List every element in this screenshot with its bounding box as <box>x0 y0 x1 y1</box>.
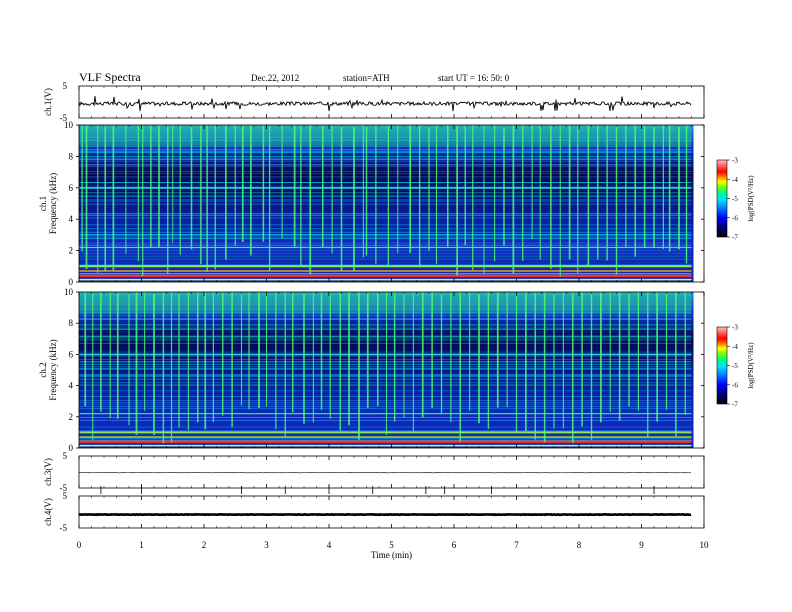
x-tick-label: 5 <box>389 540 394 550</box>
y-tick-label: 5 <box>63 491 68 501</box>
y-tick-label: -5 <box>60 523 68 533</box>
x-tick-label: 8 <box>577 540 582 550</box>
x-tick-label: 0 <box>77 540 82 550</box>
x-ticks <box>78 456 705 488</box>
y-tick-label: 6 <box>69 349 74 359</box>
y-axis-label: ch.1(V) <box>43 88 53 116</box>
colorbar-tick-label: -4 <box>732 343 738 351</box>
x-ticks <box>78 496 705 528</box>
waveform-trace <box>78 95 692 112</box>
panel-frame <box>78 495 705 529</box>
colorbar-tick-label: -6 <box>732 381 738 389</box>
y-tick-label: 2 <box>69 412 74 422</box>
colorbar-tick-label: -5 <box>732 362 738 370</box>
start-time-label: start UT = 16: 50: 0 <box>438 73 510 83</box>
x-ticks <box>78 125 705 282</box>
x-tick-label: 9 <box>639 540 644 550</box>
colorbar <box>716 159 728 238</box>
colorbar <box>716 326 728 405</box>
date-label: Dec.22, 2012 <box>251 73 300 83</box>
panel-frame <box>78 85 705 119</box>
colorbar-tick-label: -3 <box>732 324 738 332</box>
x-tick-label: 1 <box>139 540 144 550</box>
x-tick-label: 4 <box>327 540 332 550</box>
chart-title: VLF Spectra <box>79 70 141 84</box>
colorbar-tick-label: -7 <box>732 234 738 242</box>
y-axis-label: ch.4(V) <box>43 498 53 526</box>
x-tick-label: 3 <box>264 540 269 550</box>
y-tick-label: 0 <box>69 277 74 287</box>
colorbar-label: log(PSD(V²/Hz) <box>747 175 755 222</box>
y-tick-label: 8 <box>69 151 74 161</box>
x-tick-label: 2 <box>202 540 207 550</box>
y-tick-label: -5 <box>60 483 68 493</box>
colorbar-tick-label: -3 <box>732 157 738 165</box>
y-tick-label: 5 <box>63 451 68 461</box>
hf-noise-band <box>79 125 692 147</box>
y-axis-label-channel: ch.2 <box>38 362 48 377</box>
x-tick-label: 6 <box>452 540 457 550</box>
y-tick-label: 4 <box>69 214 74 224</box>
y-tick-label: 2 <box>69 246 74 256</box>
y-axis-label-channel: ch.1 <box>38 196 48 211</box>
y-tick-label: 8 <box>69 318 74 328</box>
colorbar-tick-label: -7 <box>732 401 738 409</box>
station-label: station=ATH <box>343 73 390 83</box>
y-tick-label: 10 <box>64 287 74 297</box>
waveform-trace <box>78 512 692 517</box>
hf-noise-band <box>79 292 692 314</box>
x-tick-label: 10 <box>700 540 710 550</box>
colorbar-tick-label: -5 <box>732 195 738 203</box>
panel-frame <box>78 455 705 489</box>
y-axis-label: ch.3(V) <box>43 458 53 486</box>
x-ticks <box>78 86 705 118</box>
y-axis-label-frequency: Frequency (kHz) <box>48 173 58 234</box>
x-ticks <box>78 292 705 448</box>
y-tick-label: 10 <box>64 120 74 130</box>
colorbar-label: log(PSD(V²/Hz) <box>747 342 755 389</box>
colorbar-tick-label: -4 <box>732 176 738 184</box>
y-tick-label: 0 <box>69 443 74 453</box>
colorbar-tick-label: -6 <box>732 214 738 222</box>
y-tick-label: 4 <box>69 381 74 391</box>
x-tick-label: 7 <box>514 540 519 550</box>
y-axis-label-frequency: Frequency (kHz) <box>48 339 58 400</box>
waveform-trace <box>78 472 692 474</box>
y-tick-label: 5 <box>63 81 68 91</box>
y-tick-label: -5 <box>60 113 68 123</box>
y-tick-label: 6 <box>69 183 74 193</box>
x-axis-label: Time (min) <box>371 550 412 560</box>
spectrogram-background <box>79 125 694 282</box>
